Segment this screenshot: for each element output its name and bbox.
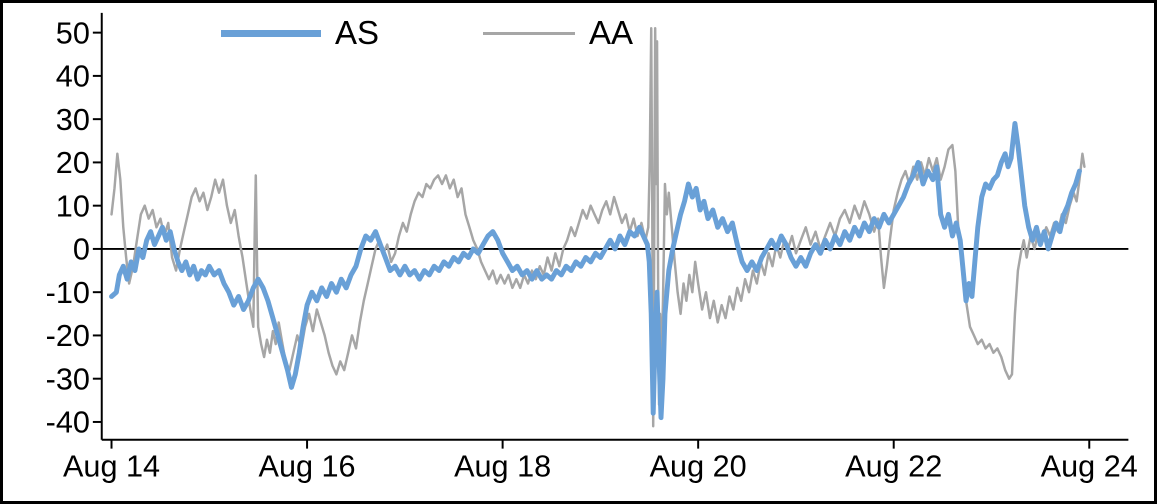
x-tick-label: Aug 14	[63, 449, 160, 483]
legend-line-as-icon	[221, 29, 321, 37]
legend-item-as[interactable]: AS	[221, 11, 379, 55]
legend-line-aa-icon	[483, 31, 575, 35]
chart-plot-area: 50 40 30 20 10 0 -10 -20 -30 -40 Aug 14 Aug 16 Aug 1…	[46, 12, 1138, 483]
series-group	[109, 27, 1086, 428]
y-tick-label: 0	[73, 233, 90, 267]
y-tick-label: 20	[56, 146, 90, 180]
y-tick-label: -40	[46, 406, 90, 440]
y-tick-label: -20	[46, 319, 90, 353]
y-tick-label: 30	[56, 103, 90, 137]
legend-label-as: AS	[335, 14, 380, 51]
y-tick-label: 50	[56, 16, 90, 50]
series-AS-line	[109, 120, 1082, 421]
x-tick-label: Aug 18	[454, 449, 551, 483]
y-tick-label: -10	[46, 276, 90, 310]
y-tick-label: -30	[46, 362, 90, 396]
x-tick-label: Aug 24	[1041, 449, 1138, 483]
y-tick-label: 10	[56, 189, 90, 223]
x-tick-label: Aug 20	[650, 449, 747, 483]
x-tick-label: Aug 16	[259, 449, 356, 483]
y-tick-label: 40	[56, 60, 90, 94]
legend-item-aa[interactable]: AA	[483, 11, 633, 55]
series-AA-line	[110, 27, 1086, 428]
legend-label-aa: AA	[589, 14, 634, 51]
x-tick-label: Aug 22	[845, 449, 942, 483]
